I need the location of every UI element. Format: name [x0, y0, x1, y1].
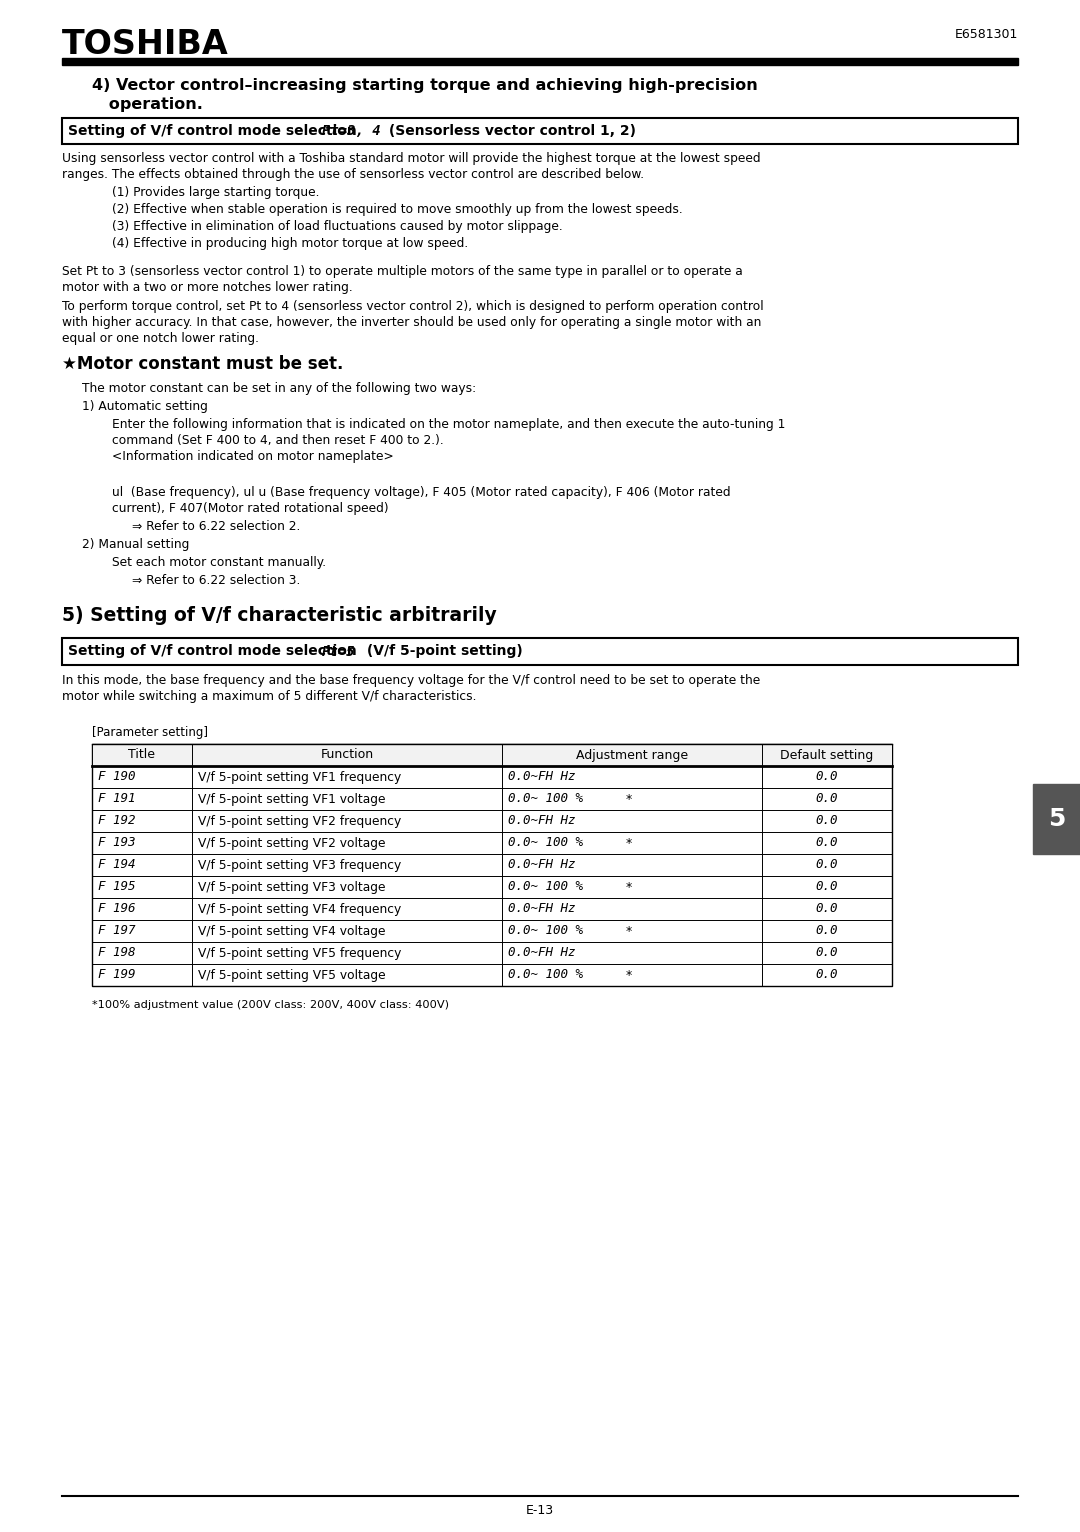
Text: (4) Effective in producing high motor torque at low speed.: (4) Effective in producing high motor to…	[112, 237, 469, 250]
Text: command (Set F 400 to 4, and then reset F 400 to 2.).: command (Set F 400 to 4, and then reset …	[112, 434, 444, 447]
Text: Pt=3, 4: Pt=3, 4	[322, 124, 380, 138]
Text: *100% adjustment value (200V class: 200V, 400V class: 400V): *100% adjustment value (200V class: 200V…	[92, 1000, 449, 1010]
Text: 2) Manual setting: 2) Manual setting	[82, 538, 189, 552]
Text: F 195: F 195	[98, 881, 135, 893]
Text: F 198: F 198	[98, 947, 135, 959]
Text: Function: Function	[321, 749, 374, 761]
Text: 0.0~ 100 %: 0.0~ 100 %	[508, 968, 583, 982]
Text: (2) Effective when stable operation is required to move smoothly up from the low: (2) Effective when stable operation is r…	[112, 204, 683, 216]
Text: 0.0~ 100 %: 0.0~ 100 %	[508, 924, 583, 938]
Bar	[92, 745, 892, 766]
Text: ★Motor constant must be set.: ★Motor constant must be set.	[62, 355, 343, 372]
Text: (Sensorless vector control 1, 2): (Sensorless vector control 1, 2)	[384, 124, 636, 138]
Text: F 194: F 194	[98, 858, 135, 872]
Text: motor with a two or more notches lower rating.: motor with a two or more notches lower r…	[62, 280, 353, 294]
Bar	[62, 58, 1018, 64]
Text: 0.0: 0.0	[815, 881, 838, 893]
Text: 0.0~ 100 %: 0.0~ 100 %	[508, 836, 583, 850]
Text: F 192: F 192	[98, 815, 135, 827]
Text: 0.0~ 100 %: 0.0~ 100 %	[508, 881, 583, 893]
Text: V/f 5-point setting VF4 voltage: V/f 5-point setting VF4 voltage	[198, 924, 386, 938]
Text: 0.0: 0.0	[815, 947, 838, 959]
Text: E6581301: E6581301	[955, 28, 1018, 41]
Text: The motor constant can be set in any of the following two ways:: The motor constant can be set in any of …	[82, 381, 476, 395]
Text: equal or one notch lower rating.: equal or one notch lower rating.	[62, 332, 259, 345]
Text: Title: Title	[129, 749, 156, 761]
Text: In this mode, the base frequency and the base frequency voltage for the V/f cont: In this mode, the base frequency and the…	[62, 674, 760, 686]
Text: Setting of V/f control mode selection: Setting of V/f control mode selection	[68, 124, 362, 138]
Text: *: *	[626, 881, 632, 893]
Text: operation.: operation.	[92, 97, 203, 112]
Text: 0.0~FH Hz: 0.0~FH Hz	[508, 947, 576, 959]
Text: ranges. The effects obtained through the use of sensorless vector control are de: ranges. The effects obtained through the…	[62, 169, 644, 181]
Text: 0.0~FH Hz: 0.0~FH Hz	[508, 858, 576, 872]
Bar	[62, 118, 1018, 144]
Text: 0.0~ 100 %: 0.0~ 100 %	[508, 792, 583, 806]
Text: F 193: F 193	[98, 836, 135, 850]
Text: 0.0: 0.0	[815, 771, 838, 783]
Text: with higher accuracy. In that case, however, the inverter should be used only fo: with higher accuracy. In that case, howe…	[62, 316, 761, 329]
Text: V/f 5-point setting VF2 frequency: V/f 5-point setting VF2 frequency	[198, 815, 402, 827]
Text: 0.0: 0.0	[815, 858, 838, 872]
Text: 0.0: 0.0	[815, 815, 838, 827]
Text: ul  (Base frequency), ul u (Base frequency voltage), F 405 (Motor rated capacity: ul (Base frequency), ul u (Base frequenc…	[112, 486, 731, 499]
Text: Set each motor constant manually.: Set each motor constant manually.	[112, 556, 326, 568]
Text: ⇒ Refer to 6.22 selection 3.: ⇒ Refer to 6.22 selection 3.	[132, 574, 300, 587]
Text: E-13: E-13	[526, 1504, 554, 1517]
Text: 0.0: 0.0	[815, 836, 838, 850]
Text: 1) Automatic setting: 1) Automatic setting	[82, 400, 207, 414]
Text: V/f 5-point setting VF3 frequency: V/f 5-point setting VF3 frequency	[198, 858, 402, 872]
Text: *: *	[626, 968, 632, 982]
Text: Adjustment range: Adjustment range	[576, 749, 688, 761]
Text: F 199: F 199	[98, 968, 135, 982]
Text: 0.0: 0.0	[815, 968, 838, 982]
Text: [Parameter setting]: [Parameter setting]	[92, 726, 208, 738]
Text: To perform torque control, set Pt to 4 (sensorless vector control 2), which is d: To perform torque control, set Pt to 4 (…	[62, 300, 764, 313]
Text: 0.0: 0.0	[815, 924, 838, 938]
Text: V/f 5-point setting VF5 frequency: V/f 5-point setting VF5 frequency	[198, 947, 402, 959]
Text: V/f 5-point setting VF4 frequency: V/f 5-point setting VF4 frequency	[198, 902, 402, 916]
Text: 0.0~FH Hz: 0.0~FH Hz	[508, 902, 576, 916]
Text: Pt=5: Pt=5	[322, 645, 355, 659]
Bar	[1032, 784, 1080, 853]
Text: V/f 5-point setting VF2 voltage: V/f 5-point setting VF2 voltage	[198, 836, 386, 850]
Text: *: *	[626, 836, 632, 850]
Text: V/f 5-point setting VF5 voltage: V/f 5-point setting VF5 voltage	[198, 968, 386, 982]
Text: V/f 5-point setting VF3 voltage: V/f 5-point setting VF3 voltage	[198, 881, 386, 893]
Text: F 197: F 197	[98, 924, 135, 938]
Text: Enter the following information that is indicated on the motor nameplate, and th: Enter the following information that is …	[112, 418, 785, 430]
Text: F 196: F 196	[98, 902, 135, 916]
Bar	[92, 745, 892, 987]
Text: Default setting: Default setting	[781, 749, 874, 761]
Text: Set Pt to 3 (sensorless vector control 1) to operate multiple motors of the same: Set Pt to 3 (sensorless vector control 1…	[62, 265, 743, 277]
Text: Using sensorless vector control with a Toshiba standard motor will provide the h: Using sensorless vector control with a T…	[62, 152, 760, 165]
Text: 0.0~FH Hz: 0.0~FH Hz	[508, 771, 576, 783]
Text: Setting of V/f control mode selection: Setting of V/f control mode selection	[68, 645, 362, 659]
Text: <Information indicated on motor nameplate>: <Information indicated on motor nameplat…	[112, 450, 394, 463]
Text: 0.0: 0.0	[815, 902, 838, 916]
Text: (1) Provides large starting torque.: (1) Provides large starting torque.	[112, 185, 320, 199]
Text: (3) Effective in elimination of load fluctuations caused by motor slippage.: (3) Effective in elimination of load flu…	[112, 221, 563, 233]
Bar	[62, 637, 1018, 665]
Text: (V/f 5-point setting): (V/f 5-point setting)	[362, 645, 523, 659]
Text: *: *	[626, 924, 632, 938]
Text: TOSHIBA: TOSHIBA	[62, 28, 229, 61]
Text: 0.0~FH Hz: 0.0~FH Hz	[508, 815, 576, 827]
Text: 5) Setting of V/f characteristic arbitrarily: 5) Setting of V/f characteristic arbitra…	[62, 607, 497, 625]
Text: *: *	[626, 792, 632, 806]
Text: F 190: F 190	[98, 771, 135, 783]
Text: 4) Vector control–increasing starting torque and achieving high-precision: 4) Vector control–increasing starting to…	[92, 78, 758, 93]
Text: 5: 5	[1048, 807, 1065, 830]
Text: V/f 5-point setting VF1 voltage: V/f 5-point setting VF1 voltage	[198, 792, 386, 806]
Text: 0.0: 0.0	[815, 792, 838, 806]
Text: F 191: F 191	[98, 792, 135, 806]
Text: V/f 5-point setting VF1 frequency: V/f 5-point setting VF1 frequency	[198, 771, 402, 783]
Text: motor while switching a maximum of 5 different V/f characteristics.: motor while switching a maximum of 5 dif…	[62, 689, 476, 703]
Text: current), F 407(Motor rated rotational speed): current), F 407(Motor rated rotational s…	[112, 502, 389, 515]
Text: ⇒ Refer to 6.22 selection 2.: ⇒ Refer to 6.22 selection 2.	[132, 519, 300, 533]
